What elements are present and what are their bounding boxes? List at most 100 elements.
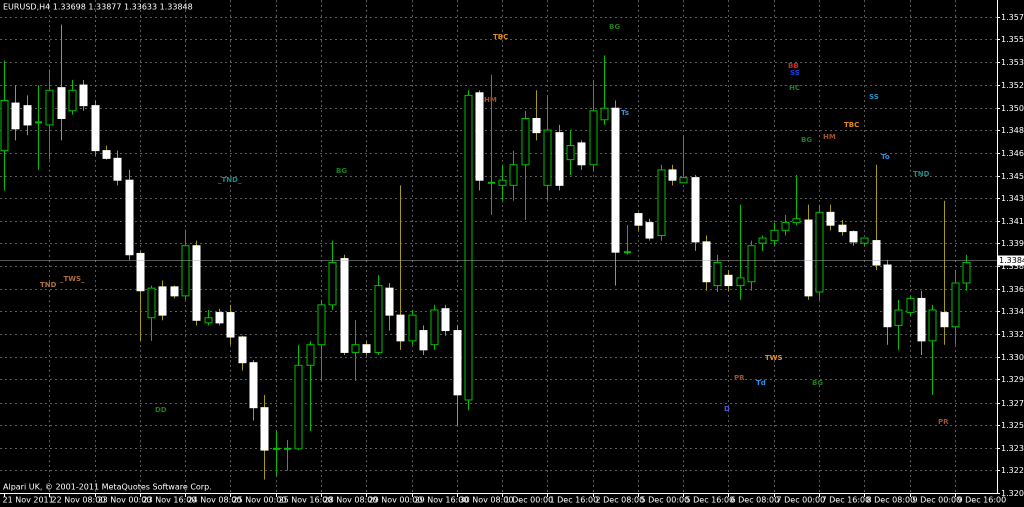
- candle-body: [23, 105, 32, 126]
- x-tick-label: 23 Nov 00:00: [98, 496, 152, 505]
- y-tick-label: 1.33625: [1001, 285, 1024, 294]
- candle-body: [362, 344, 371, 353]
- annotation: PR: [734, 374, 745, 382]
- y-tick-label: 1.33270: [1001, 330, 1024, 339]
- candle-body: [906, 297, 915, 314]
- annotation: SS: [869, 93, 879, 101]
- y-tick-label: 1.35740: [1001, 13, 1024, 22]
- x-tick-label: 7 Dec 16:00: [822, 496, 871, 505]
- candle-body: [815, 211, 824, 293]
- candle-body: [668, 169, 677, 181]
- candle-body: [204, 317, 213, 324]
- annotation: _TWS_: [60, 275, 85, 283]
- annotation: HM: [823, 133, 836, 141]
- candle-body: [600, 107, 609, 121]
- annotation: DD: [155, 406, 167, 414]
- candle-body: [498, 179, 507, 186]
- x-tick-label: 21 Nov 2011: [3, 496, 54, 505]
- y-tick-label: 1.32565: [1001, 421, 1024, 430]
- candle-body: [634, 213, 643, 226]
- candle-body: [770, 229, 779, 242]
- candle-body: [849, 231, 858, 243]
- y-tick-label: 1.35035: [1001, 104, 1024, 113]
- y-tick-label: 1.33800: [1001, 262, 1024, 271]
- candle-body: [147, 287, 156, 319]
- x-tick-label: 5 Dec 16:00: [686, 496, 735, 505]
- x-tick-label: 9 Dec 00:00: [913, 496, 962, 505]
- annotation: BG: [812, 379, 823, 387]
- annotation: HC: [789, 84, 800, 92]
- annotation: TWS: [765, 354, 783, 362]
- candle-body: [328, 261, 337, 306]
- annotation: TND: [913, 170, 930, 178]
- candle-body: [521, 118, 530, 166]
- candle-body: [453, 330, 462, 396]
- candle-body: [249, 362, 258, 409]
- candle-body: [940, 312, 949, 328]
- candle-body: [136, 252, 145, 292]
- candle-body: [589, 110, 598, 166]
- candle-body: [509, 164, 518, 186]
- chart-title: EURUSD,H4 1.33698 1.33877 1.33633 1.3384…: [3, 3, 193, 12]
- candle-body: [872, 240, 881, 266]
- annotation: BG: [336, 167, 347, 175]
- y-tick-label: 1.32215: [1001, 466, 1024, 475]
- candle-body: [215, 312, 224, 324]
- x-tick-label: 23 Nov 16:00: [143, 496, 197, 505]
- candle-body: [464, 94, 473, 401]
- y-tick-label: 1.34330: [1001, 194, 1024, 203]
- annotation: SS: [790, 69, 800, 77]
- annotation: BG: [801, 136, 812, 144]
- x-tick-label: 29 Nov 16:00: [415, 496, 469, 505]
- candle-body: [894, 309, 903, 326]
- candle-body: [430, 309, 439, 346]
- annotation: D: [724, 405, 730, 413]
- y-tick-label: 1.32035: [1001, 489, 1024, 498]
- y-tick-label: 1.34155: [1001, 217, 1024, 226]
- candle-body: [91, 105, 100, 152]
- candles: [0, 24, 997, 480]
- annotation: HM: [484, 96, 497, 104]
- candle-body: [181, 245, 190, 297]
- candle-body: [838, 224, 847, 233]
- candle-body: [543, 129, 552, 186]
- candle-body: [702, 241, 711, 283]
- x-tick-label: 30 Nov 08:00: [460, 496, 514, 505]
- footer: Alpari UK, © 2001-2011 MetaQuotes Softwa…: [3, 483, 212, 492]
- y-tick-label: 1.33980: [1001, 239, 1024, 248]
- candle-body: [317, 304, 326, 346]
- candle-body: [68, 89, 77, 112]
- candle-body: [226, 312, 235, 338]
- candle-body: [566, 144, 575, 161]
- candle-body: [781, 222, 790, 231]
- y-tick-label: 1.33095: [1001, 353, 1024, 362]
- candle-body: [170, 286, 179, 297]
- candle-body: [351, 344, 360, 353]
- y-tick-label: 1.34505: [1001, 172, 1024, 181]
- candle-body: [736, 277, 745, 287]
- candle-body: [158, 286, 167, 316]
- candle-body: [555, 132, 564, 186]
- x-tick-label: 28 Nov 08:00: [324, 496, 378, 505]
- candle-body: [419, 330, 428, 351]
- candle-body: [577, 142, 586, 166]
- candle-body: [385, 287, 394, 316]
- candle-body: [306, 344, 315, 366]
- candle-body: [657, 169, 666, 236]
- axes: 1.35740 1.35565 1.35390 1.35210 1.35035 1.348…: [3, 13, 1024, 505]
- candle-body: [475, 92, 484, 181]
- candle-body: [260, 407, 269, 451]
- candle-body: [792, 218, 801, 224]
- candle-body: [826, 211, 835, 226]
- candle-body: [713, 261, 722, 287]
- x-tick-label: 8 Dec 08:00: [867, 496, 916, 505]
- annotation: BB: [788, 62, 799, 70]
- annotation: Ts: [621, 109, 629, 117]
- candle-body: [113, 157, 122, 181]
- candle-body: [532, 118, 541, 134]
- candle-body: [45, 89, 54, 126]
- y-tick-label: 1.34860: [1001, 126, 1024, 135]
- candle-body: [917, 297, 926, 342]
- candle-body: [11, 102, 20, 130]
